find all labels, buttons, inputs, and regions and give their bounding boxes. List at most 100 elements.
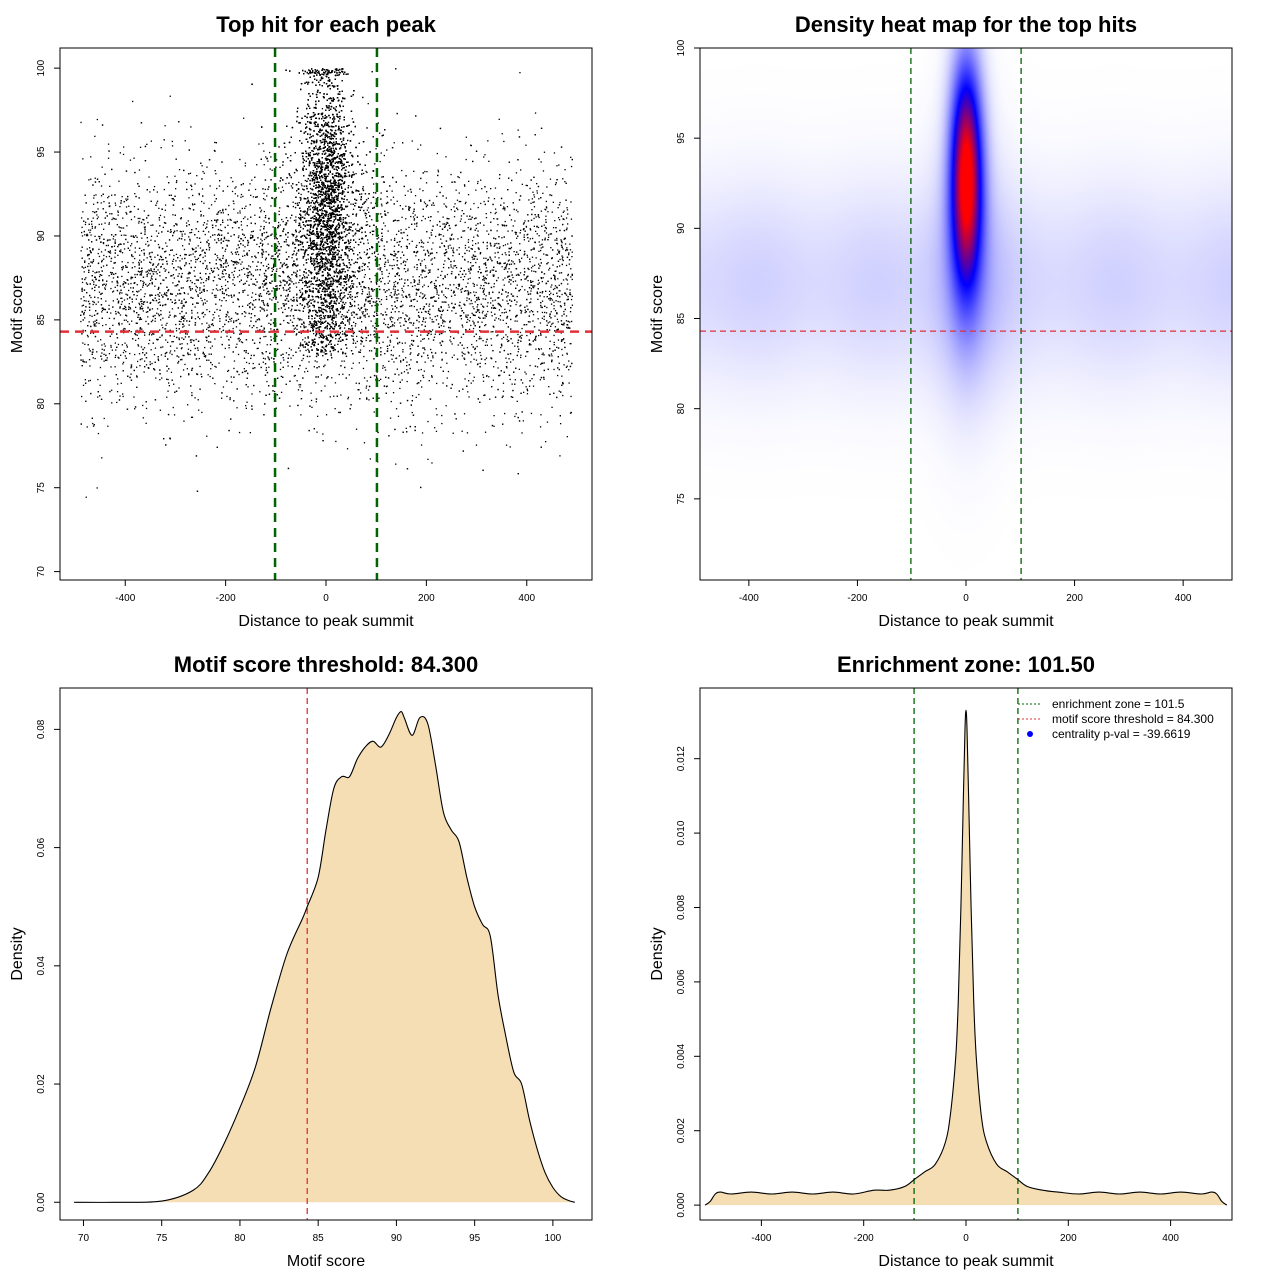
scatter-point <box>479 268 481 270</box>
scatter-point <box>464 353 466 355</box>
scatter-point <box>235 260 237 263</box>
scatter-point <box>488 160 490 162</box>
scatter-point <box>365 213 368 215</box>
scatter-point <box>226 395 228 398</box>
scatter-point <box>536 311 539 313</box>
scatter-point <box>230 219 232 221</box>
scatter-point <box>447 370 450 373</box>
scatter-point <box>103 228 105 230</box>
scatter-point <box>508 358 510 360</box>
scatter-point <box>308 361 310 363</box>
scatter-point <box>156 235 158 237</box>
scatter-point <box>493 218 495 220</box>
scatter-point <box>117 214 119 216</box>
scatter-point <box>261 245 263 247</box>
scatter-point <box>480 303 482 305</box>
scatter-point <box>295 282 297 284</box>
scatter-point <box>471 240 474 242</box>
scatter-point <box>416 225 418 227</box>
scatter-point <box>169 350 172 352</box>
scatter-point <box>155 377 157 379</box>
scatter-point <box>344 335 347 337</box>
scatter-point <box>529 261 531 263</box>
scatter-point <box>191 317 193 319</box>
scatter-point <box>190 349 192 352</box>
scatter-point <box>336 240 338 242</box>
scatter-point <box>303 325 305 327</box>
scatter-point <box>361 288 363 291</box>
scatter-point <box>167 341 169 343</box>
scatter-point <box>302 277 304 279</box>
scatter-point <box>519 331 522 334</box>
scatter-point <box>477 230 479 232</box>
scatter-point <box>300 193 302 196</box>
scatter-point <box>566 436 568 438</box>
scatter-point <box>142 283 145 285</box>
scatter-point <box>485 357 488 359</box>
scatter-point <box>212 289 214 291</box>
scatter-point <box>178 387 180 389</box>
scatter-point <box>214 234 216 236</box>
scatter-point <box>106 359 108 361</box>
scatter-point <box>451 271 453 273</box>
scatter-point <box>298 281 300 284</box>
scatter-point <box>164 270 166 272</box>
scatter-point <box>129 159 132 161</box>
scatter-point <box>424 294 426 296</box>
scatter-point <box>149 361 151 363</box>
scatter-point <box>410 282 412 284</box>
scatter-point <box>202 304 204 306</box>
scatter-point <box>455 312 457 314</box>
scatter-point <box>159 275 161 277</box>
scatter-point <box>374 255 377 258</box>
scatter-point <box>506 336 509 338</box>
scatter-point <box>526 276 528 279</box>
scatter-point <box>453 306 455 308</box>
scatter-point <box>465 136 467 138</box>
scatter-point <box>415 327 417 329</box>
scatter-point <box>91 262 93 264</box>
scatter-point <box>379 160 381 163</box>
scatter-point <box>271 255 273 257</box>
scatter-point <box>122 393 124 395</box>
scatter-point <box>431 375 433 377</box>
scatter-point <box>442 235 445 237</box>
scatter-point <box>423 242 425 244</box>
scatter-point <box>122 284 124 286</box>
scatter-point <box>250 278 252 280</box>
scatter-point <box>92 259 95 261</box>
scatter-point <box>330 353 332 355</box>
scatter-point <box>97 297 99 299</box>
scatter-point <box>148 343 150 345</box>
scatter-point <box>139 270 142 273</box>
scatter-point <box>210 324 213 326</box>
scatter-point <box>314 287 317 290</box>
scatter-point <box>440 325 442 327</box>
scatter-point <box>532 320 534 322</box>
scatter-point <box>368 291 370 293</box>
scatter-point <box>398 293 400 295</box>
scatter-point <box>184 292 186 295</box>
scatter-point <box>310 346 312 348</box>
scatter-point <box>206 322 208 324</box>
scatter-point <box>512 225 514 227</box>
scatter-point <box>237 318 240 320</box>
scatter-point <box>264 188 266 191</box>
scatter-point <box>161 259 163 261</box>
scatter-point <box>390 334 393 336</box>
scatter-point <box>300 198 302 200</box>
scatter-point <box>486 270 488 272</box>
scatter-point <box>172 274 175 276</box>
scatter-point <box>542 277 544 279</box>
scatter-point <box>485 341 487 343</box>
scatter-point <box>204 255 206 257</box>
scatter-point <box>418 281 421 283</box>
scatter-point <box>326 228 328 231</box>
scatter-point <box>304 214 306 216</box>
scatter-point <box>479 351 481 354</box>
scatter-point <box>435 319 438 321</box>
scatter-point <box>330 208 332 210</box>
scatter-point <box>487 310 489 313</box>
scatter-point <box>250 302 252 304</box>
scatter-point <box>174 350 176 352</box>
